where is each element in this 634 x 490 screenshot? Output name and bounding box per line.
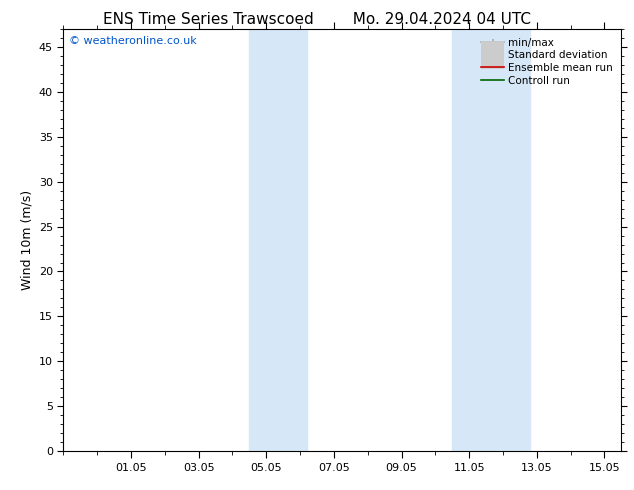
- Legend: min/max, Standard deviation, Ensemble mean run, Controll run: min/max, Standard deviation, Ensemble me…: [478, 35, 616, 89]
- Text: ENS Time Series Trawscoed        Mo. 29.04.2024 04 UTC: ENS Time Series Trawscoed Mo. 29.04.2024…: [103, 12, 531, 27]
- Y-axis label: Wind 10m (m/s): Wind 10m (m/s): [20, 190, 34, 290]
- Bar: [452, 29, 530, 451]
- Bar: [249, 29, 307, 451]
- Text: © weatheronline.co.uk: © weatheronline.co.uk: [69, 36, 197, 46]
